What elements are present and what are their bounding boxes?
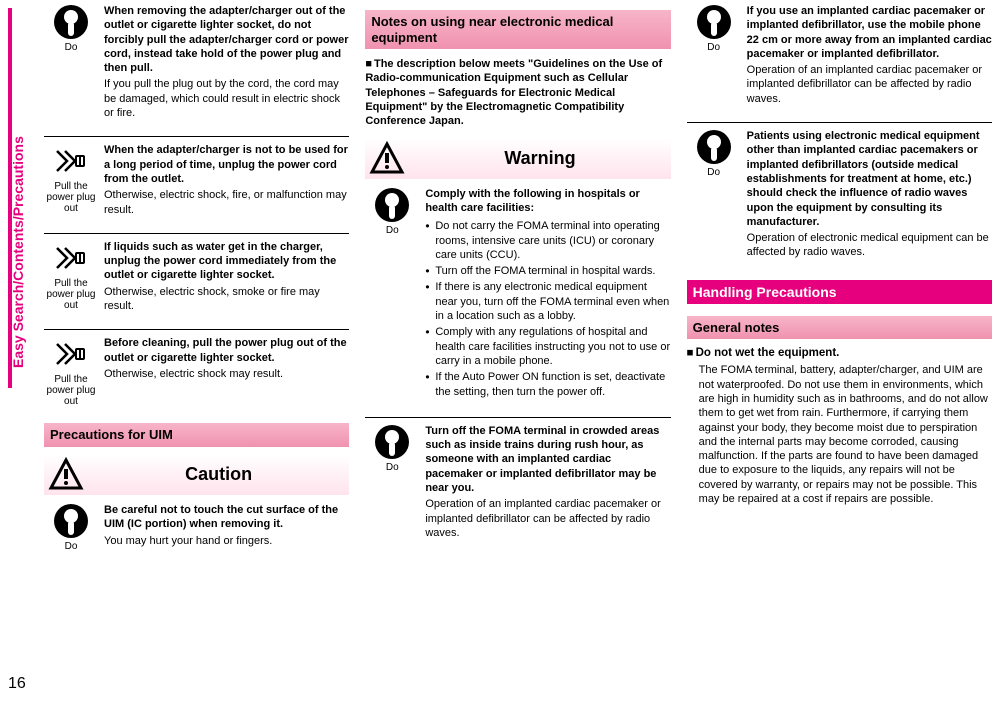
- icon-do: Do: [44, 503, 98, 552]
- page-content: Do When removing the adapter/charger out…: [44, 4, 992, 697]
- plug-icon: [53, 240, 89, 276]
- precaution-block: Do When removing the adapter/charger out…: [44, 4, 349, 120]
- icon-pull-plug: Pull the power plug out: [44, 240, 98, 311]
- section-header-medical: Notes on using near electronic medical e…: [365, 10, 670, 49]
- icon-do: Do: [365, 424, 419, 473]
- column-2: Notes on using near electronic medical e…: [365, 4, 670, 697]
- icon-pull-plug: Pull the power plug out: [44, 336, 98, 407]
- section-header-uim: Precautions for UIM: [44, 423, 349, 447]
- column-3: Do If you use an implanted cardiac pacem…: [687, 4, 992, 697]
- wet-heading: Do not wet the equipment.: [687, 347, 992, 359]
- precaution-block: Do If you use an implanted cardiac pacem…: [687, 4, 992, 106]
- side-tab: Easy Search/Contents/Precautions: [8, 8, 32, 388]
- do-icon: [53, 503, 89, 539]
- alert-caution: Caution: [44, 455, 349, 495]
- icon-do: Do: [365, 187, 419, 236]
- wet-body: The FOMA terminal, battery, adapter/char…: [687, 363, 992, 506]
- precaution-block: Do Patients using electronic medical equ…: [687, 129, 992, 260]
- precaution-block: Pull the power plug out Before cleaning,…: [44, 336, 349, 407]
- icon-do: Do: [687, 4, 741, 53]
- precaution-block: Do Comply with the following in hospital…: [365, 187, 670, 401]
- icon-pull-plug: Pull the power plug out: [44, 143, 98, 214]
- section-header-handling: Handling Precautions: [687, 280, 992, 304]
- precaution-block: Pull the power plug out When the adapter…: [44, 143, 349, 216]
- plug-icon: [53, 336, 89, 372]
- caution-icon: [48, 457, 84, 493]
- alert-warning: Warning: [365, 139, 670, 179]
- warning-icon: [369, 141, 405, 177]
- side-tab-label: Easy Search/Contents/Precautions: [10, 136, 26, 368]
- do-icon: [696, 129, 732, 165]
- do-icon: [374, 187, 410, 223]
- page-number: 16: [8, 675, 26, 693]
- plug-icon: [53, 143, 89, 179]
- do-icon: [374, 424, 410, 460]
- precaution-block: Do Be careful not to touch the cut surfa…: [44, 503, 349, 552]
- do-icon: [696, 4, 732, 40]
- precaution-block: Do Turn off the FOMA terminal in crowded…: [365, 424, 670, 540]
- icon-do: Do: [44, 4, 98, 53]
- icon-do: Do: [687, 129, 741, 178]
- guidelines-lead: The description below meets "Guidelines …: [365, 57, 670, 128]
- precaution-block: Pull the power plug out If liquids such …: [44, 240, 349, 313]
- column-1: Do When removing the adapter/charger out…: [44, 4, 349, 697]
- do-icon: [53, 4, 89, 40]
- hospital-bullets: Do not carry the FOMA terminal into oper…: [425, 219, 670, 399]
- section-header-general: General notes: [687, 316, 992, 340]
